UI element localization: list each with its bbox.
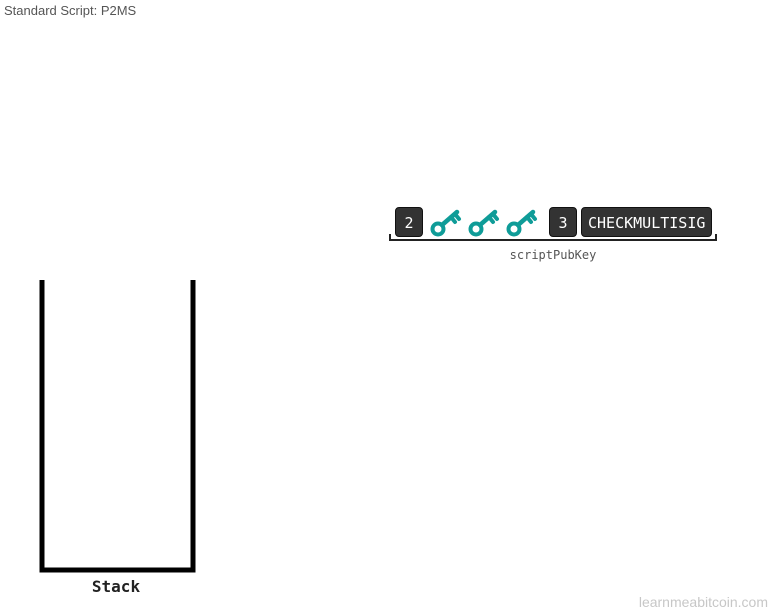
script-label: scriptPubKey: [509, 248, 597, 262]
op-3-n: 3: [549, 207, 577, 237]
page-title: Standard Script: P2MS: [4, 3, 137, 18]
script-pubkey: 2 3 CHE: [395, 206, 713, 238]
op-checkmultisig: CHECKMULTISIG: [581, 207, 713, 237]
op-2-m: 2: [395, 207, 423, 237]
key-icon: [429, 206, 465, 238]
key-icon: [505, 206, 541, 238]
public-keys: [429, 206, 543, 238]
key-icon: [467, 206, 503, 238]
stack-label: Stack: [91, 577, 141, 596]
stack-container: [39, 280, 196, 573]
watermark: learnmeabitcoin.com: [638, 594, 768, 610]
script-bracket: [389, 234, 717, 241]
